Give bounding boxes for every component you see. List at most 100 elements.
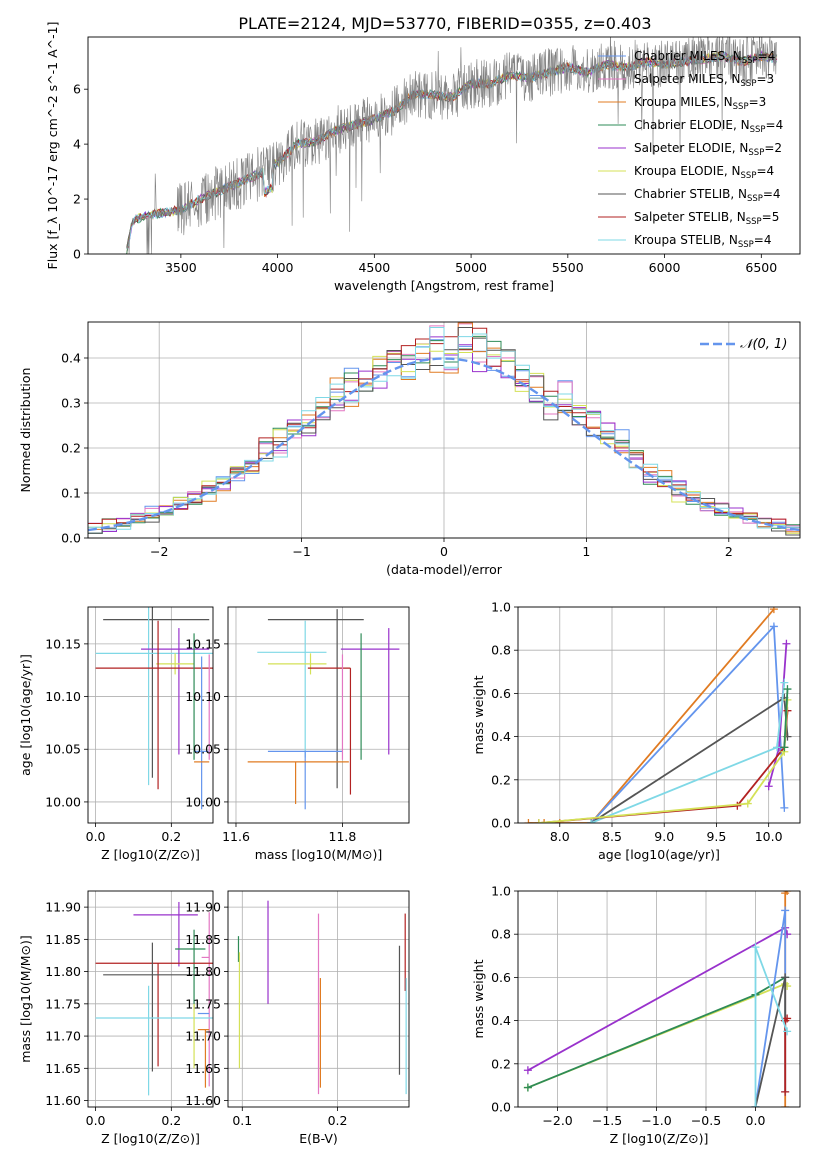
legend-value: =4: [754, 233, 772, 247]
x-tick-label: 0.0: [86, 829, 106, 844]
panel-mass-vs-EBV: 0.1 0.2 11.60 11.65 11.70 11.75 11.80 11.85 11.9…: [185, 890, 410, 1146]
legend-value: =4: [763, 187, 781, 201]
y-axis-label: mass weight: [471, 675, 486, 754]
data-point-marker: [781, 1103, 790, 1107]
data-point-marker: [781, 1087, 790, 1096]
x-tick-label: 0.2: [161, 1113, 181, 1128]
figure-title: PLATE=2124, MJD=53770, FIBERID=0355, z=0…: [238, 14, 651, 33]
y-tick-label: 11.80: [185, 964, 221, 979]
y-tick-label: 11.70: [45, 1029, 81, 1044]
x-axis-label: Z [log10(Z/Z⊙)]: [610, 1131, 709, 1146]
data-point-marker: [751, 943, 760, 952]
x-tick-label: 8.5: [602, 829, 622, 844]
y-tick-label: 0.4: [61, 351, 81, 366]
y-tick-label: 0.8: [491, 927, 511, 942]
axes-frame: [517, 890, 801, 1108]
panel-mass-weight-vs-Z: −2.0 −1.5 −1.0 −0.5 0.0 0.0 0.2 0.4 0.6 0.8 1.0 Z […: [471, 884, 801, 1146]
legend-label: Chabrier STELIB, NSSP=4: [634, 187, 781, 204]
x-tick-label: 8.0: [550, 829, 570, 844]
x-tick-label: −1.0: [641, 1113, 671, 1128]
legend-value: =5: [762, 210, 780, 224]
series-line: [528, 608, 775, 823]
legend-value: =3: [756, 72, 774, 86]
legend-label: Kroupa MILES, NSSP=3: [634, 95, 766, 112]
data-point-marker: [743, 799, 752, 808]
legend-value: =4: [758, 49, 776, 63]
x-tick-label: 2: [725, 544, 733, 559]
x-axis-label: Z [log10(Z/Z⊙)]: [101, 1131, 200, 1146]
y-axis-label: Normed distribution: [18, 368, 33, 493]
plot-area: [126, 37, 778, 254]
plot-area: [95, 901, 213, 1096]
data-point-marker: [523, 1083, 532, 1092]
y-tick-label: 11.70: [185, 1029, 221, 1044]
y-tick-label: 0.2: [491, 1056, 511, 1071]
y-tick-label: 11.90: [185, 900, 221, 915]
x-tick-label: 5500: [552, 260, 584, 275]
series-line: [754, 910, 787, 1107]
panel-age-vs-mass: 11.6 11.8 10.00 10.05 10.10 10.15 mass [log10(…: [185, 606, 410, 862]
y-tick-label: 10.00: [45, 794, 81, 809]
panel-spectrum: 3500 4000 4500 5000 5500 6000 6500 0 2 4 6 waveleng…: [45, 22, 801, 293]
legend-label: Kroupa STELIB, NSSP=4: [634, 233, 772, 250]
axes-frame: [517, 606, 801, 824]
y-tick-label: 0.4: [491, 1013, 511, 1028]
y-axis-label: mass weight: [471, 959, 486, 1038]
x-axis-label: E(B-V): [299, 1131, 338, 1146]
y-tick-label: 1.0: [491, 600, 511, 615]
data-point-marker: [587, 819, 596, 823]
legend-label: Salpeter MILES, NSSP=3: [634, 72, 774, 89]
data-point-marker: [783, 1014, 792, 1023]
series-line-observed: [126, 37, 778, 254]
y-tick-label: 10.00: [185, 794, 221, 809]
axes-frame: [87, 321, 801, 539]
y-tick-label: 10.05: [185, 742, 221, 757]
legend-subscript: SSP: [747, 194, 763, 204]
plot-area: [95, 607, 213, 810]
y-tick-label: 0.1: [61, 486, 81, 501]
x-tick-label: −2.0: [542, 1113, 572, 1128]
data-point-marker: [751, 1103, 760, 1107]
gaussian-curve: [88, 357, 800, 532]
y-tick-label: 11.85: [185, 932, 221, 947]
legend-subscript: SSP: [741, 171, 757, 181]
y-tick-label: 0: [73, 247, 81, 262]
data-point-marker: [523, 1066, 532, 1075]
data-point-marker: [780, 743, 789, 752]
legend-value: =4: [756, 164, 774, 178]
x-tick-label: 1: [582, 544, 590, 559]
series-line: [538, 710, 789, 823]
x-tick-label: 11.8: [329, 829, 357, 844]
legend-label: Chabrier ELODIE, NSSP=4: [634, 118, 783, 135]
y-tick-label: 11.90: [45, 900, 81, 915]
legend-subscript: SSP: [742, 56, 758, 66]
y-axis-label: mass [log10(M/M⊙)]: [18, 935, 33, 1063]
x-tick-label: 10.0: [755, 829, 783, 844]
x-tick-label: −1: [292, 544, 310, 559]
legend-value: =4: [766, 118, 784, 132]
plot-area: [523, 891, 792, 1107]
legend-value: =3: [749, 95, 767, 109]
data-point-marker: [782, 639, 791, 648]
histogram-step: [88, 327, 800, 530]
legend-subscript: SSP: [738, 240, 754, 250]
y-tick-label: 11.85: [45, 932, 81, 947]
legend-label: Salpeter ELODIE, NSSP=2: [634, 141, 782, 158]
x-axis-label: age [log10(age/yr)]: [598, 847, 720, 862]
x-tick-label: −1.5: [592, 1113, 622, 1128]
data-point-marker: [781, 973, 790, 982]
x-tick-label: 0.0: [746, 1113, 766, 1128]
y-tick-label: 11.75: [45, 996, 81, 1011]
x-tick-label: 6500: [745, 260, 777, 275]
plot-area: [88, 322, 800, 536]
y-tick-label: 11.65: [45, 1061, 81, 1076]
data-point-marker: [783, 1027, 792, 1036]
y-tick-label: 0.6: [491, 686, 511, 701]
y-tick-label: 0.2: [491, 772, 511, 787]
x-axis-label: (data-model)/error: [386, 562, 503, 577]
x-tick-label: 0: [440, 544, 448, 559]
data-point-marker: [781, 906, 790, 915]
panel-mass-weight-vs-age: 8.0 8.5 9.0 9.5 10.0 0.0 0.2 0.4 0.6 0.8 1.0 age [l…: [471, 600, 801, 862]
data-point-marker: [764, 782, 773, 791]
